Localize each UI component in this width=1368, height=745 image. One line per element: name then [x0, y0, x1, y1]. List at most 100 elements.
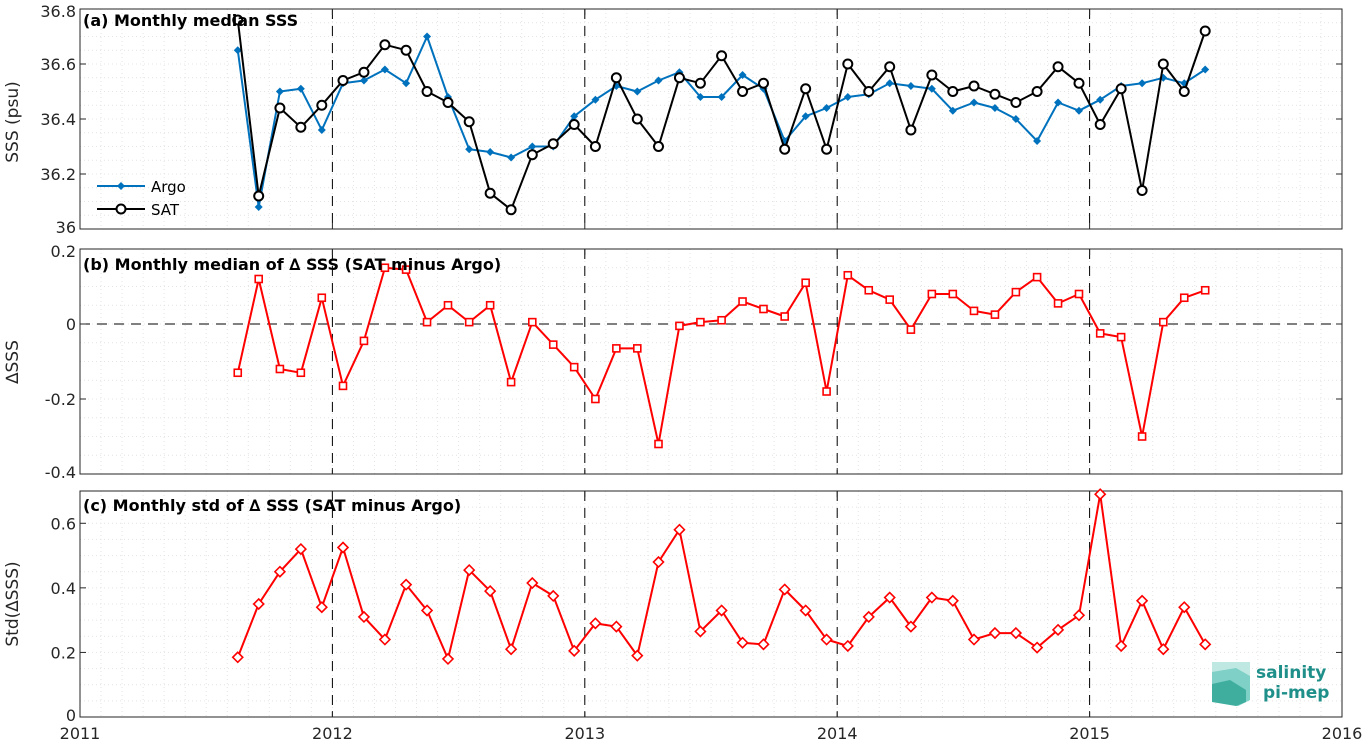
- data-point: [1074, 289, 1084, 299]
- data-point: [716, 50, 728, 62]
- data-point: [843, 93, 852, 101]
- data-point: [1137, 432, 1147, 441]
- y-tick-label: 0: [66, 315, 76, 334]
- data-point: [757, 638, 770, 651]
- data-point: [1138, 79, 1147, 88]
- data-point: [294, 542, 307, 556]
- y-tick-label: 0.2: [51, 643, 76, 662]
- data-point: [380, 65, 389, 74]
- data-point: [380, 263, 390, 273]
- panel-a-title: (a) Monthly median SSS: [83, 11, 298, 30]
- data-point: [1096, 95, 1105, 104]
- data-point: [486, 148, 495, 156]
- data-point: [738, 297, 747, 306]
- y-tick-label: 36.4: [40, 110, 76, 129]
- data-point: [484, 187, 496, 199]
- data-point: [359, 336, 369, 346]
- data-point: [296, 84, 305, 93]
- data-point: [800, 83, 812, 95]
- data-point: [464, 317, 474, 327]
- data-point: [274, 102, 286, 114]
- data-point: [1115, 639, 1128, 653]
- data-point: [801, 112, 810, 121]
- legend-sat-label: SAT: [151, 201, 180, 219]
- data-point: [885, 295, 894, 304]
- data-point: [738, 71, 747, 79]
- logo-text-salinity: salinity: [1256, 663, 1326, 683]
- data-point: [337, 75, 349, 86]
- panel-b-delta-sss: -0.4 -0.2 0 0.2: [45, 242, 1343, 482]
- data-point: [233, 368, 243, 378]
- data-point: [1053, 299, 1063, 308]
- data-point: [1199, 25, 1211, 37]
- data-point: [968, 80, 980, 92]
- data-point: [336, 541, 350, 554]
- data-point: [317, 293, 327, 303]
- data-point: [801, 278, 810, 288]
- data-point: [948, 289, 958, 299]
- data-point: [757, 77, 769, 89]
- data-point: [569, 362, 579, 372]
- data-point: [547, 138, 559, 150]
- data-point: [969, 306, 979, 316]
- data-point: [842, 58, 854, 70]
- data-point: [275, 87, 284, 96]
- data-point: [947, 86, 959, 97]
- data-point: [465, 145, 474, 154]
- y-tick-label: -0.2: [45, 390, 76, 409]
- axes-box: [79, 490, 1343, 718]
- data-point: [1095, 329, 1105, 338]
- data-point: [631, 113, 643, 125]
- data-point: [989, 88, 1001, 100]
- data-point: [253, 190, 265, 202]
- x-tick-label: 2011: [60, 724, 101, 743]
- data-point: [610, 620, 623, 633]
- data-point: [273, 565, 287, 578]
- data-point: [296, 368, 306, 378]
- data-point: [1115, 83, 1127, 95]
- data-point: [1030, 641, 1044, 654]
- data-point: [967, 633, 981, 646]
- data-point: [675, 321, 684, 331]
- data-point: [843, 270, 853, 280]
- data-point: [1054, 98, 1063, 107]
- data-point: [946, 594, 959, 607]
- data-point: [1011, 287, 1021, 297]
- data-point: [233, 46, 242, 55]
- panel-b-ylabel: ∆SSS: [3, 340, 23, 385]
- y-tick-label: 0.2: [51, 242, 76, 261]
- data-point: [926, 69, 938, 81]
- data-point: [526, 149, 538, 161]
- data-point: [862, 610, 875, 624]
- data-point: [568, 644, 581, 657]
- data-point: [1199, 638, 1212, 651]
- data-point: [507, 153, 516, 162]
- data-point: [717, 93, 726, 101]
- data-point: [254, 274, 263, 284]
- data-point: [863, 86, 875, 97]
- data-point: [548, 340, 558, 349]
- data-point: [591, 95, 600, 104]
- data-point: [254, 203, 263, 211]
- data-point: [1073, 77, 1085, 89]
- data-point: [441, 652, 455, 666]
- data-point: [420, 604, 434, 617]
- data-point: [1201, 65, 1210, 74]
- data-point: [610, 72, 622, 84]
- data-point: [400, 44, 412, 56]
- data-point: [589, 141, 601, 152]
- series-line-2-0: [236, 493, 1207, 660]
- legend: Argo SAT: [97, 178, 186, 219]
- data-point: [696, 93, 705, 101]
- data-point: [1074, 106, 1083, 115]
- panel-b-title: (b) Monthly median of ∆ SSS (SAT minus A…: [83, 255, 501, 274]
- data-point: [759, 304, 768, 314]
- data-point: [820, 633, 833, 646]
- y-tick-label: 36.6: [40, 55, 76, 74]
- data-point: [1135, 594, 1149, 607]
- y-tick-label: 36.2: [40, 165, 76, 184]
- data-point: [568, 119, 580, 130]
- legend-sat-marker: [115, 203, 127, 215]
- data-point: [1052, 61, 1064, 73]
